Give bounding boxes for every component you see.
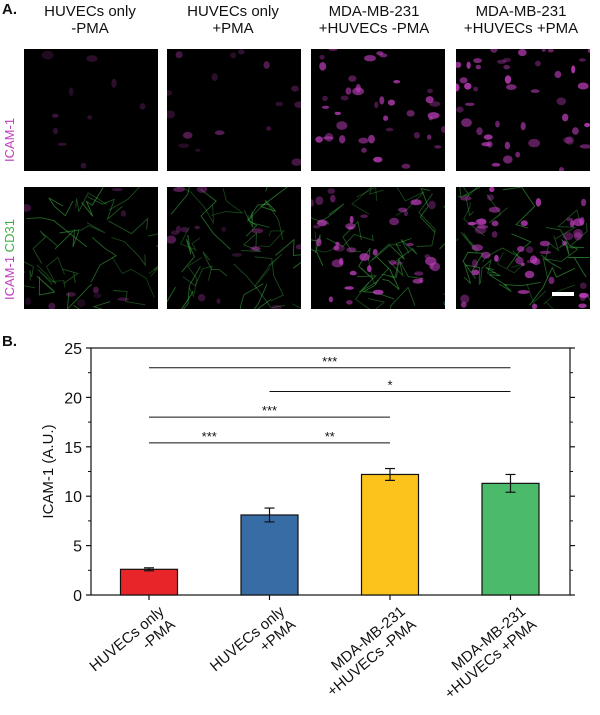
y-tick-label-3: 15 [64,440,82,457]
significance-label-1: * [387,377,392,392]
column-header-3: MDA-MB-231 +HUVECs -PMA [318,3,430,37]
significance-label-2: *** [262,403,277,418]
y-tick-label-1: 5 [73,539,82,556]
y-tick-label-5: 25 [64,341,82,358]
micrograph-r2-c4 [456,187,590,309]
y-tick-label-4: 20 [64,390,82,407]
significance-label-4: ** [325,429,335,444]
y-axis-label: ICAM-1 (A.U.) [40,424,57,518]
bar-0 [119,568,179,596]
bar-2 [360,473,420,596]
micrograph-r2-c2 [167,187,301,309]
significance-label-0: *** [322,354,337,369]
column-header-2: HUVECs only +PMA [187,3,279,37]
bar-3 [481,482,540,596]
micrograph-r1-c4 [456,49,590,171]
panel-a-label: A. [2,1,17,18]
significance-label-3: *** [202,429,217,444]
bar-1 [240,514,299,596]
x-tick-label-3: MDA-MB-231+HUVECs +PMA [431,603,540,702]
x-tick-label-2: MDA-MB-231+HUVECs -PMA [313,603,419,700]
icam1-bar-chart: ICAM-1 (A.U.) 0 5 10 15 20 25 HUVECs only-PMA H… [40,341,575,702]
x-tick-label-1: HUVECs only+PMA [207,603,299,688]
row-label-icam1: ICAM-1 [2,117,17,162]
panel-b-label: B. [2,333,17,350]
y-tick-label-0: 0 [73,588,82,605]
micrograph-r1-c1 [24,49,158,171]
column-header-1: HUVECs only -PMA [44,3,136,37]
micrograph-r2-c3 [311,187,445,309]
micrograph-r2-c1 [24,187,158,309]
x-tick-label-0: HUVECs only-PMA [86,603,178,688]
micrograph-r1-c2 [167,49,301,171]
row-label-icam1-cd31: ICAM-1 CD31 [2,219,17,300]
y-tick-label-2: 10 [64,489,82,506]
micrograph-r1-c3 [311,49,445,171]
column-header-4: MDA-MB-231 +HUVECs +PMA [463,3,579,37]
